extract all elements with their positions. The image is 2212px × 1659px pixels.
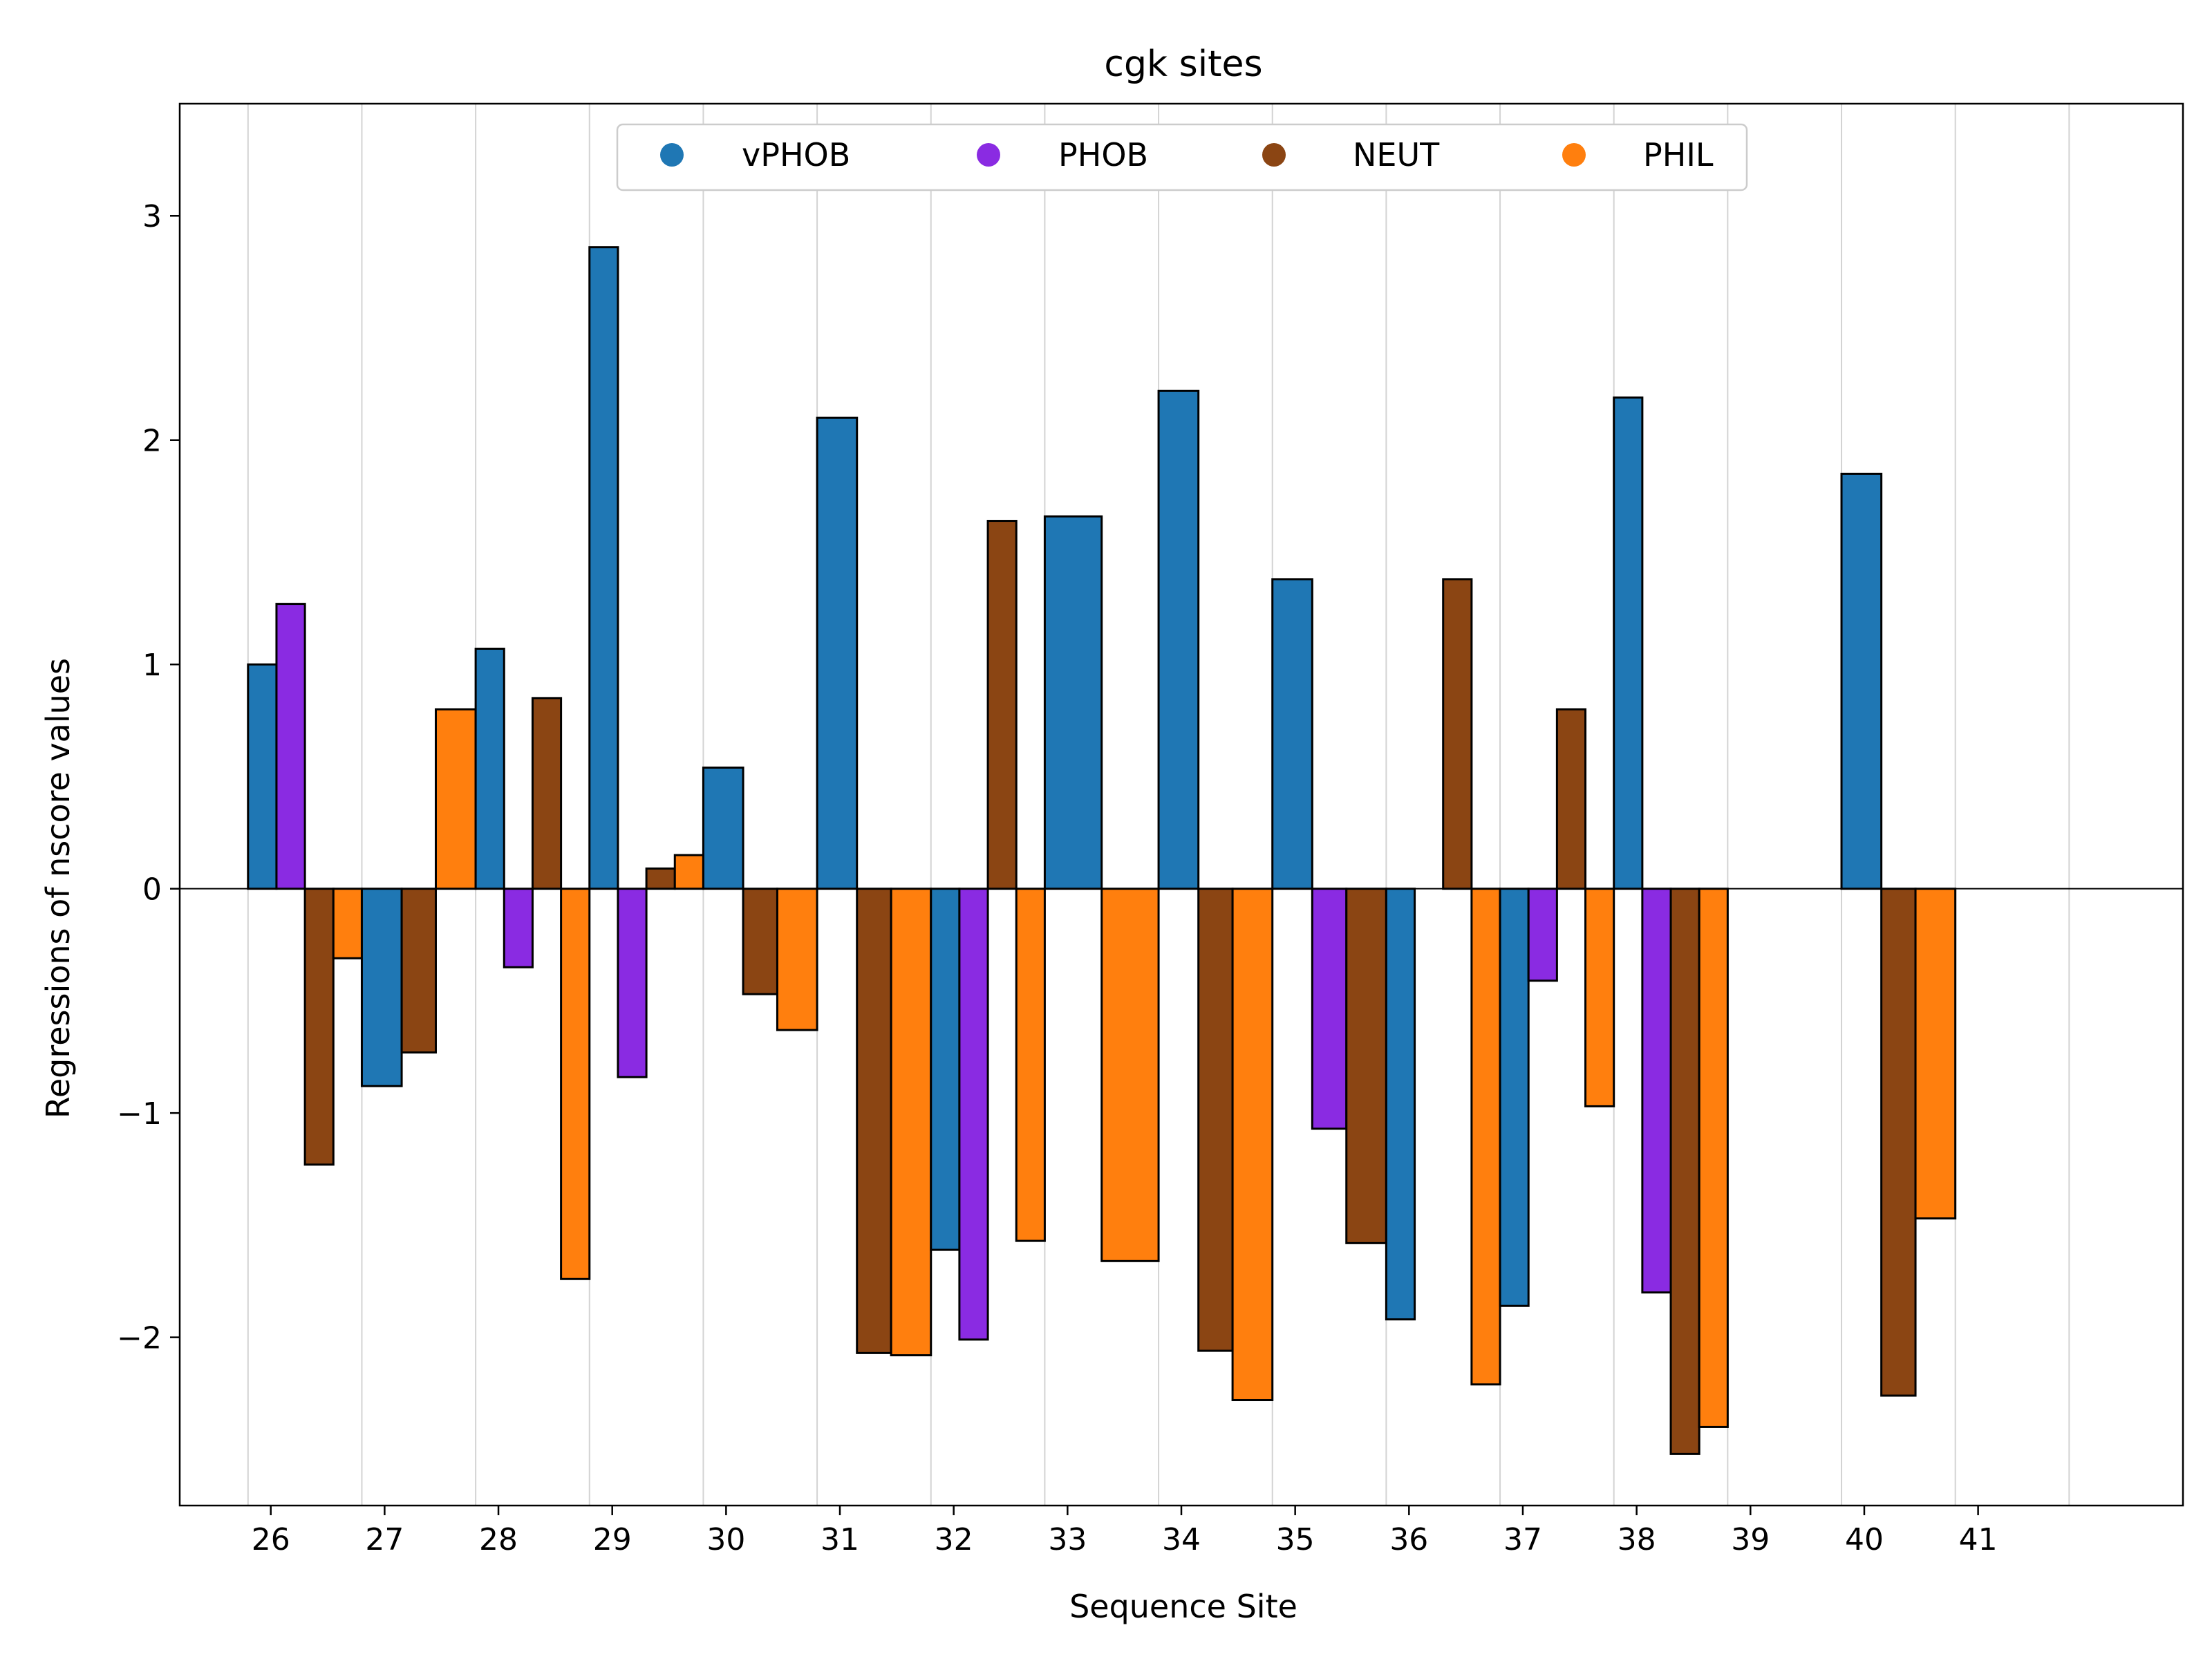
legend-label-vphob: vPHOB: [742, 136, 850, 174]
y-tick-label: 3: [142, 199, 162, 234]
x-tick-label: 33: [1048, 1522, 1087, 1557]
bar-phob: [1641, 888, 1672, 1294]
bar-vphob: [930, 888, 961, 1251]
bar-phil: [560, 888, 591, 1280]
y-tick-label: 0: [142, 872, 162, 908]
bar-phil: [1470, 888, 1501, 1386]
bar-vphob: [1271, 578, 1313, 890]
bar-phil: [1015, 888, 1046, 1242]
legend-marker-phob: [977, 143, 1000, 167]
bar-phil: [1584, 888, 1615, 1107]
x-tick-label: 36: [1389, 1522, 1428, 1557]
bar-vphob: [360, 888, 403, 1087]
x-tick-label: 28: [479, 1522, 518, 1557]
bar-phil: [890, 888, 932, 1357]
bar-phob: [1311, 888, 1348, 1130]
x-axis-label: Sequence Site: [1069, 1588, 1297, 1625]
x-tick-label: 40: [1845, 1522, 1884, 1557]
bar-neut: [303, 888, 335, 1166]
legend: vPHOB PHOB NEUT PHIL: [616, 123, 1748, 191]
y-tick-label: 2: [142, 424, 162, 459]
bar-phob: [1527, 888, 1558, 982]
x-tick-label: 26: [252, 1522, 290, 1557]
bar-neut: [400, 888, 437, 1054]
bar-vphob: [474, 647, 505, 890]
x-tick-label: 30: [706, 1522, 745, 1557]
bar-vphob: [702, 766, 744, 890]
x-axis-ticks: 26 27 28 29 30 31 32 33 34 35 36 37 38 39 40 41: [252, 1506, 1998, 1557]
y-axis-ticks: −2 −1 0 1 2 3: [117, 199, 180, 1356]
x-tick-label: 34: [1162, 1522, 1201, 1557]
bar-neut: [531, 697, 563, 890]
bar-neut: [1197, 888, 1234, 1352]
bar-phob: [275, 603, 306, 890]
x-tick-label: 27: [365, 1522, 404, 1557]
bar-neut: [645, 867, 676, 890]
bar-neut: [1669, 888, 1700, 1455]
bar-phob: [503, 888, 534, 968]
legend-label-neut: NEUT: [1353, 136, 1440, 174]
x-tick-label: 29: [593, 1522, 632, 1557]
bar-phil: [1231, 888, 1274, 1401]
x-tick-label: 38: [1618, 1522, 1656, 1557]
bar-vphob: [1385, 888, 1416, 1321]
bar-neut: [856, 888, 892, 1354]
chart-title: cgk sites: [1104, 44, 1262, 85]
bar-phil: [1914, 888, 1957, 1220]
bar-phil: [673, 854, 704, 890]
y-tick-label: −1: [117, 1096, 162, 1132]
bar-neut: [742, 888, 778, 995]
bar-neut: [1442, 578, 1473, 890]
y-tick-label: −2: [117, 1321, 162, 1356]
bar-vphob: [1043, 515, 1103, 890]
legend-label-phil: PHIL: [1643, 136, 1714, 174]
bar-vphob: [1613, 396, 1644, 890]
bar-phil: [776, 888, 818, 1031]
bar-neut: [1555, 708, 1587, 890]
bar-neut: [1880, 888, 1917, 1397]
x-tick-label: 39: [1731, 1522, 1770, 1557]
bar-vphob: [816, 416, 859, 890]
x-tick-label: 31: [821, 1522, 859, 1557]
bar-neut: [1345, 888, 1387, 1244]
bar-phil: [434, 708, 477, 890]
bar-phil: [1100, 888, 1160, 1262]
x-tick-label: 37: [1503, 1522, 1542, 1557]
y-axis-label: Regressions of nscore values: [39, 658, 77, 1118]
legend-marker-neut: [1262, 143, 1286, 167]
bar-vphob: [588, 246, 619, 890]
legend-marker-vphob: [660, 143, 684, 167]
bars: [247, 246, 1957, 1455]
bar-vphob: [1157, 389, 1200, 890]
bar-vphob: [1499, 888, 1530, 1307]
x-tick-label: 32: [935, 1522, 973, 1557]
bar-vphob: [1840, 472, 1883, 890]
legend-box: [616, 123, 1748, 191]
bar-neut: [986, 520, 1018, 890]
bar-vphob: [247, 663, 278, 890]
bar-phob: [617, 888, 648, 1078]
y-tick-label: 1: [142, 648, 162, 683]
bar-phob: [958, 888, 989, 1341]
bar-phil: [1698, 888, 1729, 1428]
legend-label-phob: PHOB: [1058, 136, 1148, 174]
x-tick-label: 35: [1276, 1522, 1315, 1557]
bar-phil: [332, 888, 363, 959]
legend-marker-phil: [1562, 143, 1586, 167]
x-tick-label: 41: [1959, 1522, 1998, 1557]
